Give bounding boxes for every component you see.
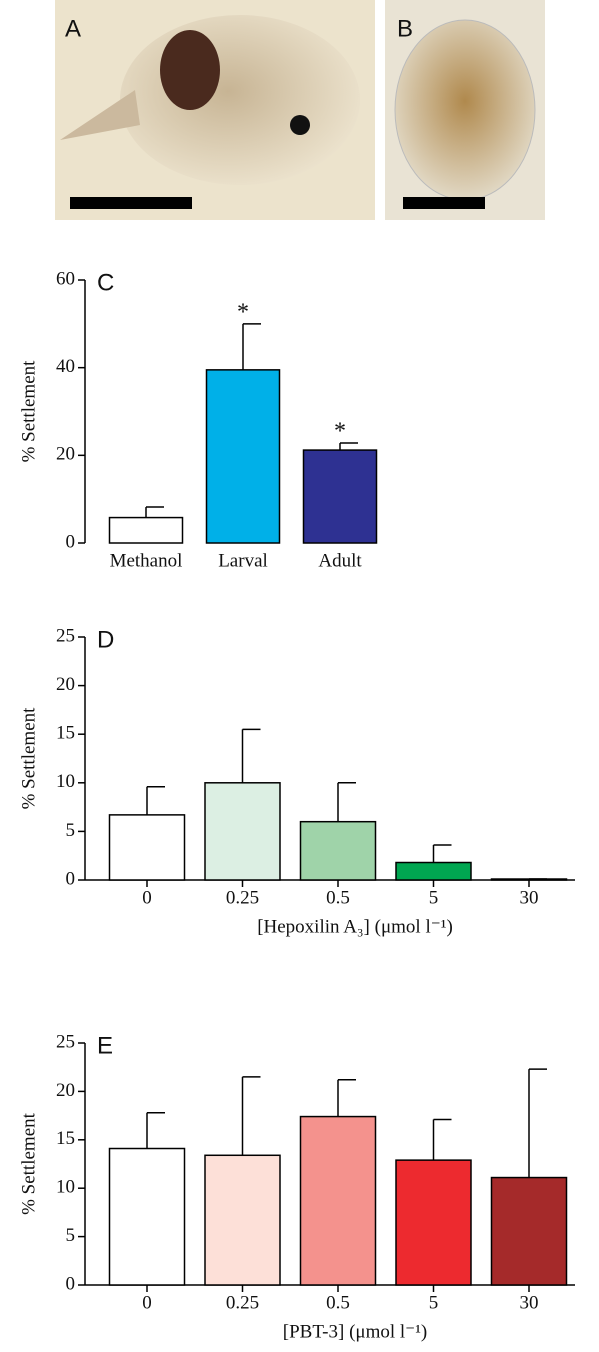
annotation: * — [334, 419, 346, 445]
x-tick-label: 30 — [520, 1292, 539, 1313]
y-tick-label: 15 — [56, 1128, 75, 1149]
y-tick-label: 20 — [56, 674, 75, 695]
bar — [302, 449, 378, 544]
y-tick-label: 25 — [56, 1031, 75, 1052]
x-tick-label: 0 — [142, 1292, 152, 1313]
y-tick-label: 5 — [66, 820, 76, 841]
bar — [108, 1147, 186, 1286]
y-axis-label: % Settlement — [18, 360, 39, 463]
y-tick-label: 0 — [66, 868, 76, 889]
photo-b: B — [385, 0, 545, 220]
x-tick-label: 0 — [142, 887, 152, 908]
x-tick-label: Methanol — [110, 550, 183, 571]
x-tick-label: 0.25 — [226, 1292, 259, 1313]
panel-label: A — [65, 15, 81, 42]
bar — [204, 1154, 281, 1286]
x-tick-label: 5 — [429, 1292, 439, 1313]
x-tick-label: Larval — [218, 550, 268, 571]
bar — [108, 814, 186, 881]
bar — [204, 782, 281, 881]
bar — [108, 516, 184, 544]
x-tick-label: 0.25 — [226, 887, 259, 908]
y-tick-label: 20 — [56, 444, 75, 465]
y-tick-label: 15 — [56, 723, 75, 744]
y-tick-label: 60 — [56, 268, 75, 289]
bar — [490, 1176, 568, 1286]
x-axis-label: [Hepoxilin A₃] (μmol l⁻¹) — [257, 916, 453, 937]
panel-label: C — [97, 269, 114, 296]
y-tick-label: 0 — [66, 531, 76, 552]
x-tick-label: 0.5 — [326, 887, 350, 908]
y-tick-label: 25 — [56, 625, 75, 646]
bar — [395, 1159, 472, 1286]
y-axis-label: % Settlement — [18, 1112, 39, 1215]
y-tick-label: 5 — [66, 1225, 76, 1246]
x-tick-label: 0.5 — [326, 1292, 350, 1313]
panel-label: B — [397, 15, 413, 42]
x-tick-label: 30 — [520, 887, 539, 908]
y-tick-label: 0 — [66, 1273, 76, 1294]
x-tick-label: Adult — [318, 550, 362, 571]
y-tick-label: 40 — [56, 356, 75, 377]
x-tick-label: 5 — [429, 887, 439, 908]
bar — [299, 820, 377, 881]
panel-label: D — [97, 626, 114, 653]
bar — [205, 369, 281, 544]
y-tick-label: 10 — [56, 771, 75, 792]
panel-label: E — [97, 1032, 113, 1059]
y-tick-label: 20 — [56, 1080, 75, 1101]
bar — [395, 861, 472, 881]
bar — [490, 878, 568, 881]
y-tick-label: 10 — [56, 1177, 75, 1198]
annotation: * — [237, 299, 249, 325]
y-axis-label: % Settlement — [18, 707, 39, 810]
bar — [299, 1115, 377, 1286]
x-axis-label: [PBT-3] (μmol l⁻¹) — [283, 1321, 428, 1342]
photo-a: A — [55, 0, 375, 220]
